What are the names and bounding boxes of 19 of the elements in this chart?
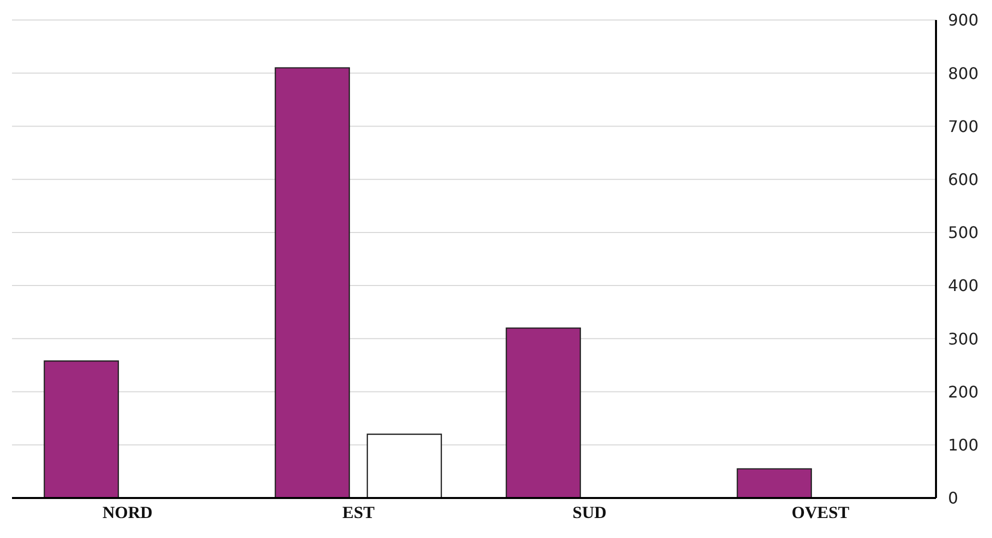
bar [506,327,581,498]
y-tick-label: 800 [948,64,979,83]
y-tick-label: 900 [948,10,979,30]
y-tick-label: 100 [948,436,979,455]
bar [274,67,350,498]
y-tick-label: 400 [948,276,979,296]
x-tick-label: OVEST [792,503,850,522]
bar [736,468,812,498]
y-tick-label: 300 [948,329,979,348]
x-tick-label: EST [342,503,376,522]
x-tick-label: NORD [102,503,153,522]
y-tick-label: 600 [948,170,979,190]
y-tick-label: 500 [948,223,979,242]
y-tick-label: 200 [948,382,979,402]
bar [366,434,442,498]
y-tick-label: 700 [948,116,979,136]
x-tick-label: SUD [572,503,607,522]
bar [44,360,119,498]
y-tick-label: 0 [948,488,958,508]
